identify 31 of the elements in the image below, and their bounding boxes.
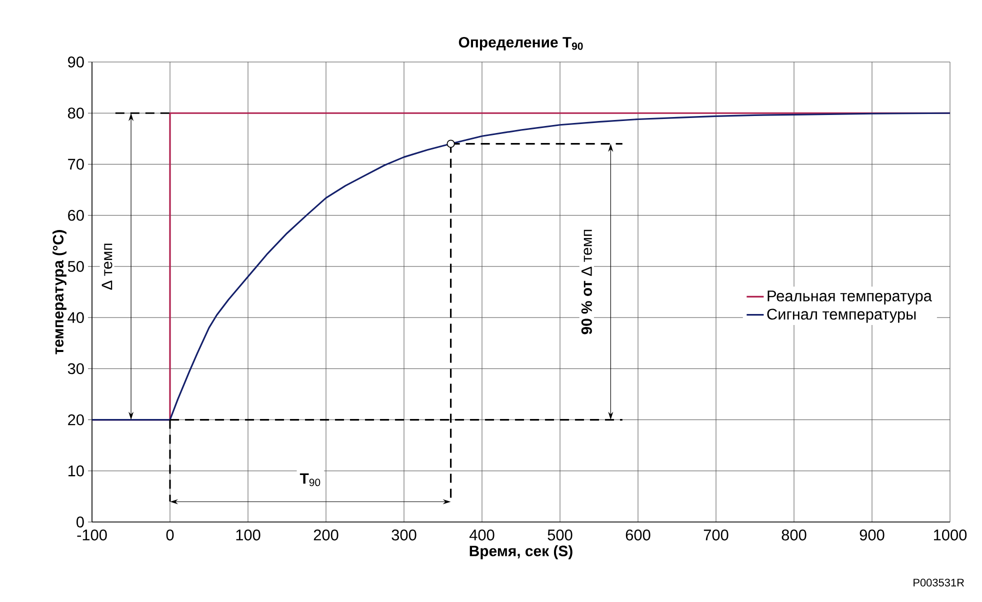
x-tick-label: 1000 xyxy=(934,530,967,540)
x-tick-label: 900 xyxy=(860,530,884,540)
x-tick-label: 100 xyxy=(236,530,260,540)
x-tick-label: 300 xyxy=(392,530,416,540)
y-tick-label: 90 xyxy=(68,56,84,68)
y-tick-label: 40 xyxy=(68,312,84,324)
legend-label: Реальная температура xyxy=(768,290,932,304)
y-tick-label: 60 xyxy=(68,210,84,221)
annotation: 90 % от Δ темп xyxy=(581,230,592,334)
x-tick-label: 600 xyxy=(626,530,650,540)
y-axis-title: температура (°C) xyxy=(52,230,66,354)
x-tick-label: 500 xyxy=(548,530,572,540)
y-tick-label: 10 xyxy=(68,465,84,476)
y-tick-label: 20 xyxy=(68,414,84,426)
y-tick-label: 80 xyxy=(68,108,84,119)
y-tick-label: 50 xyxy=(68,260,84,272)
y-tick-label: 70 xyxy=(68,158,84,170)
y-tick-label: 0 xyxy=(76,516,84,528)
y-tick-label: 30 xyxy=(68,363,84,374)
chart-title: Определение T$_{90}$ xyxy=(458,36,583,50)
x-tick-label: 200 xyxy=(314,530,338,540)
x-axis-title: Время, сек (S) xyxy=(470,545,572,560)
x-tick-label: 0 xyxy=(166,530,174,540)
legend-label: Сигнал температуры xyxy=(767,308,916,323)
x-tick-label: 400 xyxy=(469,530,494,540)
x-tick-label: 800 xyxy=(782,530,806,540)
annotation: Δ темп xyxy=(102,244,112,290)
annotation: T$_{90}$ xyxy=(300,473,320,486)
x-tick-label: 700 xyxy=(704,530,728,540)
text: P003531R xyxy=(914,578,964,586)
x-tick-label: -100 xyxy=(77,530,107,540)
